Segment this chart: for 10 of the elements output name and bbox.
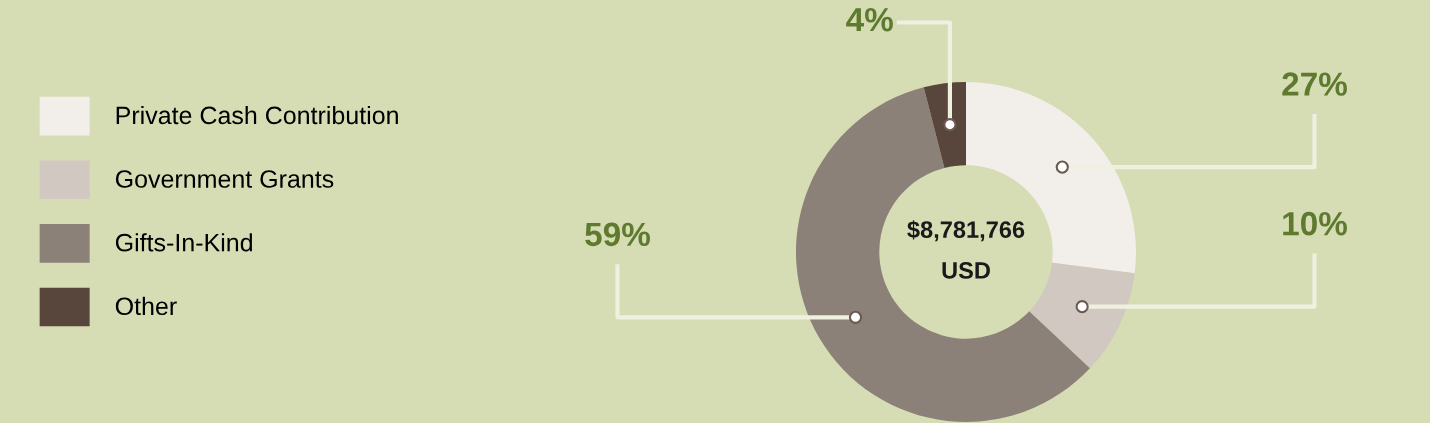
text: $8,781,766 [907,220,1025,242]
legend-label: Private Cash Contribution [116,105,398,125]
legend-label: Other [115,296,177,316]
data-label: 10% [1283,211,1347,236]
data-label: 27% [1282,72,1347,96]
data-label: 59% [585,222,650,247]
legend-label: Gifts-In-Kind [115,233,252,252]
text: USD [942,262,990,279]
data-label: 4% [846,7,893,32]
legend-label: Government Grants [115,170,334,188]
